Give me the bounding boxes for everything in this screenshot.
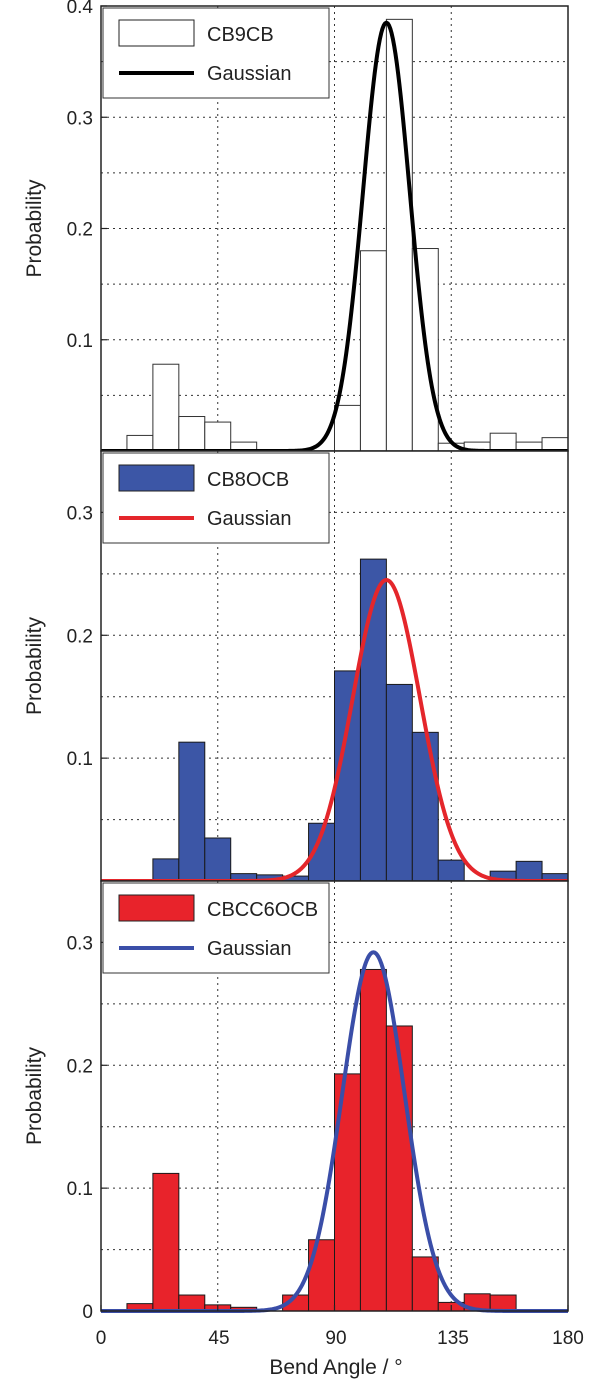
- histogram-bar: [308, 1239, 335, 1312]
- legend-label: Gaussian: [207, 63, 292, 85]
- histogram-bar: [385, 683, 413, 882]
- y-tick-label: 0.3: [67, 503, 93, 524]
- y-tick-label: 0: [82, 1302, 93, 1323]
- legend-label: Gaussian: [207, 938, 292, 960]
- histogram-bar: [178, 1294, 206, 1312]
- x-tick-label: 0: [96, 1328, 107, 1349]
- legend-bar-swatch: [118, 464, 195, 492]
- x-tick-label: 45: [208, 1328, 229, 1349]
- chart-panel: 0 0.1 0.2 0.3 Probability CBCC6OCB Gaussian: [23, 880, 569, 1323]
- y-axis-label: Probability: [23, 616, 46, 715]
- histogram-bar: [178, 741, 206, 882]
- histogram-bar: [411, 731, 439, 882]
- histogram-bar: [489, 432, 517, 452]
- histogram-bar: [489, 1294, 517, 1312]
- histogram-bar: [541, 437, 569, 452]
- legend-label: CB9CB: [207, 24, 274, 46]
- histogram-bar: [359, 968, 387, 1312]
- legend-label: CB8OCB: [207, 469, 289, 491]
- grid: [101, 6, 568, 451]
- legend: CB9CB Gaussian: [102, 7, 330, 99]
- bars: [152, 558, 569, 882]
- y-tick-label: 0.2: [67, 1056, 93, 1077]
- chart-panel: 0.1 0.2 0.3 Probability CB8OCB Gaussian: [23, 450, 569, 883]
- y-tick-label: 0.1: [67, 1179, 93, 1200]
- legend-bar-swatch: [118, 19, 195, 47]
- y-tick-label: 0.3: [67, 108, 93, 129]
- y-axis-label: Probability: [23, 179, 46, 278]
- histogram-bar: [411, 1256, 439, 1312]
- histogram-bar: [126, 434, 154, 452]
- y-axis-label: Probability: [23, 1046, 46, 1145]
- legend-label: Gaussian: [207, 508, 292, 530]
- histogram-bar: [334, 404, 361, 452]
- histogram-bar: [204, 421, 232, 452]
- y-tick-label: 0.1: [67, 331, 93, 352]
- histogram-bar: [152, 1172, 180, 1312]
- histogram-bar: [437, 859, 465, 882]
- bars: [126, 968, 517, 1312]
- histogram-bar: [359, 250, 387, 452]
- legend-label: CBCC6OCB: [207, 899, 318, 921]
- x-axis: 0 45 90 135 180 Bend Angle / °: [96, 1305, 584, 1379]
- chart-panel: 0.1 0.2 0.3 0.4 Probability CB9CB Gaussian: [23, 0, 569, 453]
- histogram-bar: [152, 363, 180, 452]
- y-tick-label: 0.2: [67, 626, 93, 647]
- y-tick-label: 0.3: [67, 933, 93, 954]
- legend-bar-swatch: [118, 894, 195, 922]
- histogram-bar: [178, 416, 206, 452]
- histogram-bar: [204, 837, 232, 882]
- legend: CBCC6OCB Gaussian: [102, 882, 330, 974]
- y-tick-label: 0.4: [67, 0, 94, 18]
- x-tick-label: 135: [437, 1328, 469, 1349]
- histogram-bar: [152, 858, 180, 882]
- y-tick-label: 0.1: [67, 749, 93, 770]
- x-tick-label: 180: [552, 1328, 584, 1349]
- x-tick-label: 90: [325, 1328, 346, 1349]
- x-axis-label: Bend Angle / °: [269, 1356, 402, 1379]
- histogram-bar: [515, 860, 543, 882]
- legend: CB8OCB Gaussian: [102, 452, 330, 544]
- y-tick-label: 0.2: [67, 220, 93, 241]
